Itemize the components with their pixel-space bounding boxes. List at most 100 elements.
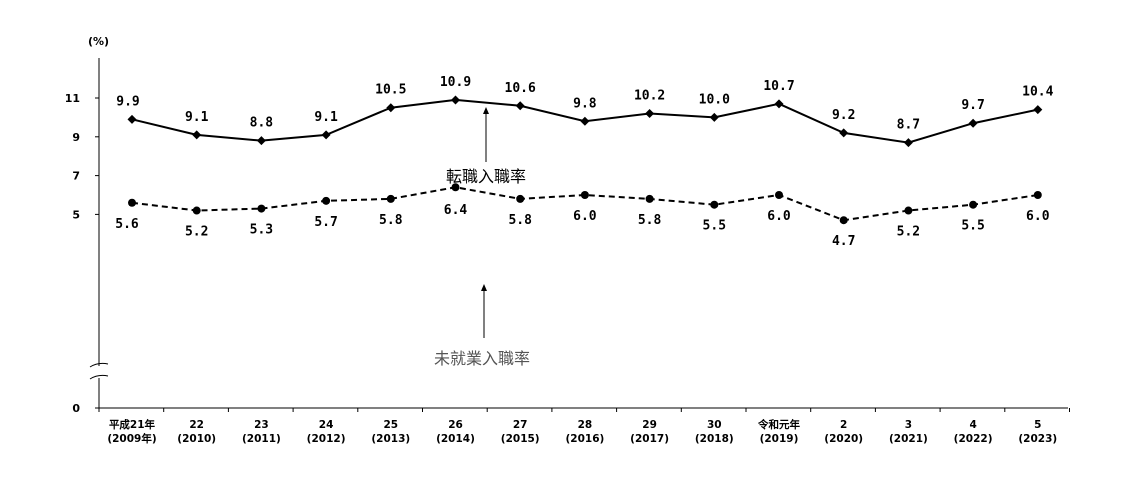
data-point-diamond <box>709 112 719 122</box>
x-tick-label: 3 <box>905 419 912 431</box>
data-label: 9.1 <box>185 110 209 125</box>
x-tick-label: 4 <box>969 419 976 431</box>
x-tick-label: 24 <box>319 419 334 431</box>
x-tick-label: 令和元年 <box>757 418 800 431</box>
data-point-circle <box>710 200 719 209</box>
data-label: 5.2 <box>185 225 208 240</box>
data-point-diamond <box>192 130 202 140</box>
series-group: 9.9 9.1 8.8 9.1 10.5 10.9 10.6 9.8 10.2 10.0 10.7 9… <box>115 75 1053 249</box>
data-label: 4.7 <box>832 234 855 249</box>
x-tick-label: 26 <box>448 419 463 431</box>
data-label: 10.0 <box>699 92 730 107</box>
data-point-circle <box>1033 191 1042 199</box>
data-label: 5.6 <box>115 217 139 232</box>
data-label: 6.4 <box>444 203 468 218</box>
data-point-circle <box>516 194 525 203</box>
data-label: 9.2 <box>832 108 855 123</box>
x-tick-label-sub: (2010) <box>177 433 216 445</box>
x-tick-label-sub: (2015) <box>501 433 540 445</box>
data-point-circle <box>580 191 589 199</box>
data-label: 5.3 <box>250 223 273 238</box>
data-point-diamond <box>321 130 331 140</box>
data-point-circle <box>645 194 654 203</box>
data-point-diamond <box>903 138 913 148</box>
data-label: 10.6 <box>505 81 536 96</box>
x-tick-label-sub: (2021) <box>889 433 928 445</box>
data-label: 5.5 <box>961 219 984 234</box>
arrow-head-icon <box>481 284 487 291</box>
data-point-diamond <box>645 109 655 119</box>
x-tick-label: 27 <box>513 419 528 431</box>
data-label: 8.7 <box>897 118 920 133</box>
data-point-circle <box>322 196 331 205</box>
arrow-head-icon <box>483 107 489 114</box>
x-tick-label-sub: (2014) <box>436 433 475 445</box>
data-label: 6.0 <box>573 209 597 224</box>
data-label: 5.5 <box>703 219 726 234</box>
x-tick-label: 22 <box>189 419 204 431</box>
data-point-circle <box>839 216 848 225</box>
y-tick-label: 11 <box>65 92 80 105</box>
axis-break-mark-lower <box>89 374 109 380</box>
data-point-diamond <box>968 118 978 128</box>
data-label: 6.0 <box>767 209 791 224</box>
data-point-circle <box>257 204 266 213</box>
x-tick-label-sub: (2017) <box>630 433 669 445</box>
x-tick-label-sub: (2018) <box>695 433 734 445</box>
x-tick-label-sub: (2019) <box>760 433 799 445</box>
data-label: 10.9 <box>440 75 471 90</box>
data-point-circle <box>386 194 395 203</box>
y-axis-ticks: 0 5 7 9 11 <box>65 92 99 415</box>
x-tick-label-sub: (2011) <box>242 433 281 445</box>
data-point-diamond <box>580 116 590 126</box>
x-axis-ticks: 平成21年(2009年)22(2010)23(2011)24(2012)25(2… <box>107 418 1057 445</box>
x-tick-label: 29 <box>642 419 657 431</box>
data-point-diamond <box>256 136 266 146</box>
data-point-diamond <box>386 103 396 113</box>
data-point-circle <box>192 206 201 215</box>
x-tick-label: 25 <box>383 419 398 431</box>
x-tick-label: 2 <box>840 419 847 431</box>
data-label: 9.8 <box>573 96 597 111</box>
data-label: 10.4 <box>1022 85 1053 100</box>
x-tick-label-sub: (2023) <box>1018 433 1057 445</box>
data-label: 9.7 <box>961 98 984 113</box>
data-point-diamond <box>451 95 460 105</box>
x-tick-label: 28 <box>578 419 593 431</box>
y-tick-label: 9 <box>72 131 80 144</box>
x-tick-label-sub: (2016) <box>565 433 604 445</box>
x-tick-label-sub: (2020) <box>824 433 863 445</box>
x-tick-label: 30 <box>707 419 722 431</box>
data-point-circle <box>969 200 978 209</box>
data-label: 6.0 <box>1026 209 1050 224</box>
data-point-circle <box>775 191 783 199</box>
data-label: 10.5 <box>375 83 406 98</box>
y-tick-label: 0 <box>72 402 80 415</box>
x-tick-label: 23 <box>254 419 269 431</box>
data-point-diamond <box>774 99 784 109</box>
data-label: 9.1 <box>314 110 338 125</box>
y-axis-unit-label: (%) <box>88 35 109 48</box>
y-tick-label: 7 <box>72 170 80 183</box>
y-tick-label: 5 <box>72 208 80 221</box>
data-point-diamond <box>127 114 137 124</box>
data-label: 9.9 <box>116 94 139 109</box>
data-label: 5.8 <box>638 213 662 228</box>
data-point-diamond <box>839 128 849 138</box>
axis-break-mark-upper <box>89 362 109 368</box>
series-line <box>131 186 1038 222</box>
data-label: 5.8 <box>379 213 403 228</box>
x-tick-label-sub: (2013) <box>371 433 410 445</box>
x-tick-label-sub: (2022) <box>954 433 993 445</box>
x-tick-label-sub: (2012) <box>307 433 346 445</box>
axes <box>89 58 1070 412</box>
data-point-circle <box>128 198 136 207</box>
data-label: 5.7 <box>314 215 337 230</box>
data-point-circle <box>451 183 460 192</box>
data-label: 8.8 <box>250 116 274 131</box>
x-tick-label: 5 <box>1034 419 1041 431</box>
data-label: 10.7 <box>763 79 794 94</box>
data-point-diamond <box>1033 105 1043 115</box>
